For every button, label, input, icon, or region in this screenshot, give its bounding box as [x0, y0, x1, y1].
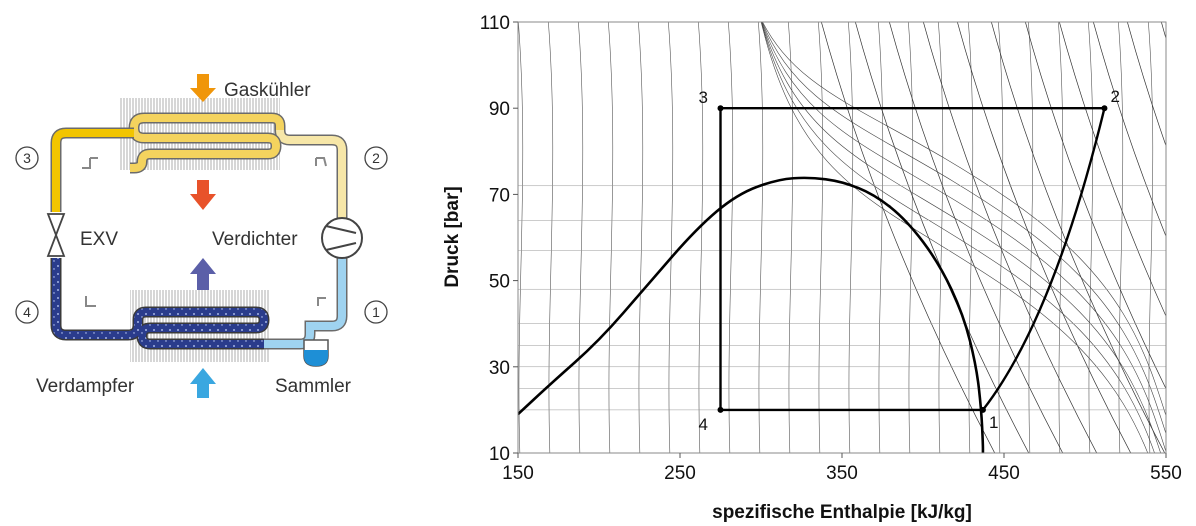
expansion-valve [46, 213, 66, 257]
y-tick-label: 90 [489, 99, 510, 120]
isentrope-line [1093, 22, 1166, 238]
state-marker-4: 4 [15, 300, 39, 324]
state-point-label-4: 4 [699, 415, 708, 434]
isotherm-line [1118, 22, 1124, 453]
isotherm-line [908, 22, 914, 453]
isentrope-line [1127, 22, 1166, 147]
isotherm-line [518, 22, 524, 453]
ph-chart: 150 250 350 450 550 10 30 50 70 90 110 1 2 3 4 spezif… [442, 13, 1182, 523]
flow-arrow-icon-2 [315, 157, 327, 167]
receiver [303, 339, 329, 367]
isotherm-line [848, 22, 854, 453]
compressor [321, 217, 363, 259]
state-marker-1: 1 [364, 300, 388, 324]
isentrope-line [1025, 22, 1166, 390]
x-tick-label: 550 [1150, 463, 1182, 484]
isentrope-line [855, 22, 1030, 453]
state-point-2 [1101, 105, 1108, 112]
x-axis-title: spezifische Enthalpie [kJ/kg] [712, 502, 972, 523]
y-tick-label: 10 [489, 444, 510, 465]
state-point-label-3: 3 [699, 88, 708, 107]
isentrope-line [889, 22, 1064, 453]
y-axis-title: Druck [bar] [442, 186, 463, 287]
chart-series [518, 107, 1106, 453]
heat-out-arrow-bottom [190, 180, 216, 210]
isotherm-line [1088, 22, 1094, 453]
heat-in-arrow-top [190, 258, 216, 290]
flow-arrow-icon-4 [85, 296, 96, 307]
isotherm-curve [762, 22, 1166, 417]
isotherm-line [788, 22, 794, 453]
chart-state-points: 1 2 3 4 [699, 87, 1120, 434]
isotherm-line [938, 22, 944, 453]
isotherm-curve [761, 22, 1161, 453]
cycle-path [719, 107, 1106, 412]
flow-arrow-icon-1 [317, 297, 326, 306]
state-label-2: 2 [372, 150, 380, 166]
isotherm-line [1028, 22, 1034, 453]
isotherm-line [878, 22, 884, 453]
state-marker-3: 3 [15, 146, 39, 170]
state-label-4: 4 [23, 304, 31, 320]
state-point-label-2: 2 [1110, 87, 1119, 106]
isentrope-line [1059, 22, 1166, 318]
receiver-label: Sammler [275, 376, 352, 397]
isotherm-line [578, 22, 584, 453]
flow-arrow-icon-3 [82, 157, 98, 169]
chart-isolines [518, 22, 1166, 453]
isotherm-line [968, 22, 974, 453]
x-tick-label: 450 [988, 463, 1020, 484]
isotherm-line [1058, 22, 1064, 453]
heat-in-arrow-bottom [190, 368, 216, 398]
isotherm-line [728, 22, 734, 453]
compressor-label: Verdichter [212, 229, 298, 250]
isentrope-line [957, 22, 1132, 453]
x-tick-label: 350 [826, 463, 858, 484]
isotherm-line [698, 22, 704, 453]
y-tick-label: 110 [480, 13, 510, 34]
isotherm-line [818, 22, 824, 453]
heat-out-arrow-top [190, 74, 216, 102]
exv-label: EXV [80, 229, 118, 250]
isentrope-line [923, 22, 1098, 453]
y-tick-label: 70 [489, 185, 510, 206]
isotherm-line [608, 22, 614, 453]
isotherm-curve [760, 22, 1149, 453]
state-point-label-1: 1 [989, 413, 998, 432]
isotherm-line [668, 22, 674, 453]
isotherm-line [998, 22, 1004, 453]
y-tick-label: 30 [489, 358, 510, 379]
isotherm-curve [761, 22, 1166, 435]
pipe-suction [264, 258, 348, 350]
y-tick-label: 50 [489, 272, 510, 293]
isentrope-line [1161, 22, 1166, 40]
isotherm-line [638, 22, 644, 453]
state-marker-2: 2 [364, 146, 388, 170]
x-tick-label: 150 [502, 463, 534, 484]
evaporator-label: Verdampfer [36, 376, 135, 397]
isotherm-curve [761, 22, 1166, 453]
state-point-1 [979, 406, 986, 413]
isotherm-line [548, 22, 554, 453]
x-tick-label: 250 [664, 463, 696, 484]
state-label-1: 1 [372, 304, 380, 320]
isentrope-line [821, 22, 996, 453]
pipe-from-exv [50, 258, 128, 341]
state-point-3 [717, 105, 724, 112]
isotherm-line [758, 22, 764, 453]
cycle-schematic: 3 2 4 1 Gaskühler Verdichter EXV Verdamp… [15, 74, 388, 398]
state-label-3: 3 [23, 150, 31, 166]
state-point-4 [717, 406, 724, 413]
gas-cooler-label: Gaskühler [224, 80, 311, 101]
isentrope-line [991, 22, 1166, 453]
chart-ticks: 150 250 350 450 550 10 30 50 70 90 110 [480, 13, 1182, 484]
saturation-dome [518, 176, 985, 453]
isotherm-curve [761, 22, 1155, 453]
isotherm-line [1148, 22, 1154, 453]
